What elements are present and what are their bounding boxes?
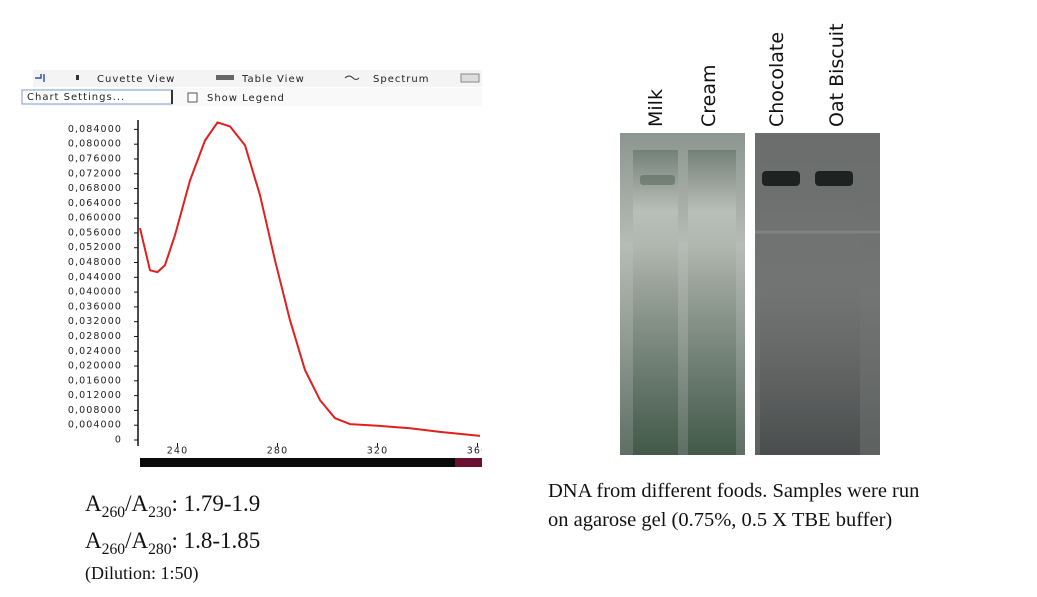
y-tick-label: 0,024000 (68, 346, 122, 357)
annotation-text: A (85, 528, 102, 553)
cuvette-view[interactable]: Cuvette View (97, 74, 175, 85)
icon (460, 73, 480, 83)
y-tick-label: 0,020000 (68, 361, 122, 372)
lane-label: Chocolate (766, 32, 788, 127)
ratio-annotation: A260/A230: 1.79-1.9 (85, 491, 260, 521)
lane-smear (633, 150, 678, 455)
y-tick-label: 0,036000 (68, 301, 122, 312)
annotation-text: : 1.8-1.85 (172, 528, 261, 553)
icon (35, 74, 45, 82)
y-tick-label: 0,064000 (68, 198, 122, 209)
lane-label: Cream (698, 64, 720, 127)
caption-line: on agarose gel (0.75%, 0.5 X TBE buffer) (548, 509, 892, 531)
gel-image (620, 133, 880, 455)
band (762, 171, 800, 186)
y-tick-label: 0,004000 (68, 420, 122, 431)
icon (344, 75, 360, 80)
lane-label: Milk (645, 89, 667, 127)
annotation-text: : 1.79-1.9 (172, 491, 261, 516)
subscript: 260 (102, 541, 126, 558)
x-tick-label: 240 (167, 446, 188, 457)
table-view[interactable]: Table View (241, 74, 305, 85)
lane-label: Oat Biscuit (826, 23, 848, 127)
subscript: 280 (148, 541, 172, 558)
show-legend[interactable]: Show Legend (207, 93, 285, 104)
lane-smear (688, 150, 736, 455)
y-tick-label: 0,084000 (68, 124, 122, 135)
y-tick-label: 0,060000 (68, 213, 122, 224)
spectrum[interactable]: Spectrum (373, 74, 429, 85)
y-tick-label: 0 (115, 435, 122, 446)
y-tick-label: 0,032000 (68, 316, 122, 327)
x-tick-label: 280 (267, 446, 288, 457)
annotation-text: (Dilution: 1:50) (85, 563, 199, 584)
y-tick-label: 0,008000 (68, 405, 122, 416)
y-tick-label: 0,052000 (68, 242, 122, 253)
annotation-text: /A (125, 528, 148, 553)
y-tick-label: 0,080000 (68, 139, 122, 150)
band (640, 175, 675, 185)
y-tick-label: 0,016000 (68, 375, 122, 386)
checkbox[interactable] (187, 92, 198, 103)
annotation-text: A (85, 491, 102, 516)
lane-smear (760, 190, 860, 455)
x-tick-label: 320 (367, 446, 388, 457)
y-tick-label: 0,048000 (68, 257, 122, 268)
band (815, 171, 853, 186)
y-tick-label: 0,012000 (68, 390, 122, 401)
ratio-annotation: (Dilution: 1:50) (85, 563, 199, 584)
subscript: 260 (102, 504, 126, 521)
y-tick-label: 0,076000 (68, 153, 122, 164)
icon (76, 75, 79, 80)
caption: DNA from different foods. Samples were r… (548, 480, 919, 531)
caption-line: DNA from different foods. Samples were r… (548, 480, 919, 502)
y-tick-label: 0,068000 (68, 183, 122, 194)
ratio-annotation: A260/A280: 1.8-1.85 (85, 528, 260, 558)
subscript: 230 (148, 504, 172, 521)
scroll-thumb (455, 458, 482, 467)
y-tick-label: 0,056000 (68, 227, 122, 238)
icon (216, 75, 234, 80)
spectrum-line (139, 121, 481, 437)
toolbar-bg (33, 70, 482, 87)
y-tick-label: 0,040000 (68, 287, 122, 298)
annotation-text: /A (125, 491, 148, 516)
x-tick-label: 360 (467, 446, 488, 457)
y-tick-label: 0,028000 (68, 331, 122, 342)
toolbar: Cuvette View Table View Spectrum Chart S… (21, 70, 482, 106)
scroll-bar (140, 458, 482, 467)
y-tick-label: 0,044000 (68, 272, 122, 283)
plot: 0 0,004000 0,008000 0,012000 0,016000 0,02000… (68, 120, 488, 467)
lane-labels: Milk Cream Chocolate Oat Biscuit (645, 23, 848, 127)
y-tick-label: 0,072000 (68, 168, 122, 179)
chart-settings[interactable]: Chart Settings... (27, 92, 125, 103)
